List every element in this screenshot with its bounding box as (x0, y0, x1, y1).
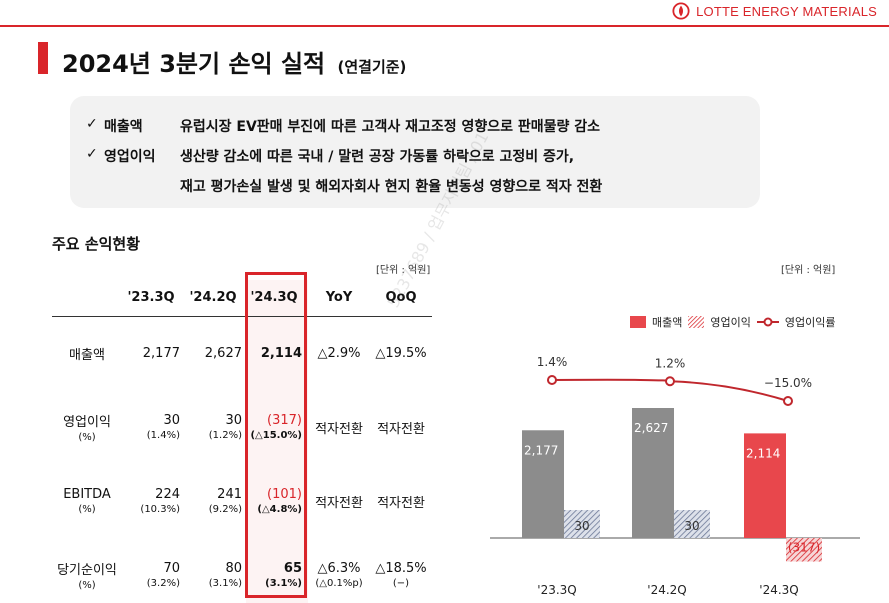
margin-label: −15.0% (764, 376, 812, 390)
page-title: 2024년 3분기 손익 실적 (연결기준) (62, 44, 406, 79)
cell: 2,177 (142, 345, 180, 361)
cell-highlight: (101) (△4.8%) (246, 464, 308, 538)
bar-op (674, 510, 710, 538)
table-row: 영업이익 (%) 30 (1.4%) 30 (1.2%) (317) (△15.0%) … (52, 390, 432, 464)
header-rule (0, 25, 889, 27)
cell-highlight: 65 (3.1%) (246, 538, 308, 603)
summary-text: 재고 평가손실 발생 및 해외자회사 현지 환율 변동성 영향으로 적자 전환 (180, 179, 603, 195)
legend-label-op: 영업이익 (710, 316, 751, 329)
table-row: 당기순이익 (%) 70 (3.2%) 80 (3.1%) 65 (3.1%) △6.3… (52, 538, 432, 603)
col-header: YoY (308, 280, 370, 317)
cell: 적자전환 (377, 421, 425, 437)
table-header-row: '23.3Q '24.2Q '24.3Q YoY QoQ (52, 280, 432, 317)
margin-label: 1.4% (537, 355, 568, 369)
margin-label: 1.2% (655, 356, 686, 370)
margin-point (547, 375, 557, 385)
cell: △6.3% (△0.1%p) (308, 538, 370, 603)
margin-point (665, 376, 675, 387)
bar-sales (744, 433, 786, 538)
summary-row-sales: ✓ 매출액 유럽시장 EV판매 부진에 따른 고객사 재고조정 영향으로 판매물… (86, 116, 600, 136)
cell: △2.9% (317, 345, 361, 361)
bar-label-sales: 2,627 (634, 421, 668, 435)
bar-label-op: 30 (684, 519, 699, 533)
legend-swatch-sales (630, 316, 646, 328)
chart-svg: 2,177 30 '23.3Q 2,627 30 '24.2Q 2,114 (317) '24.… (490, 355, 860, 597)
chart-unit: [단위 : 억원] (781, 265, 836, 276)
brand-logo: LOTTE ENERGY MATERIALS (666, 2, 879, 20)
table-unit: [단위 : 억원] (376, 265, 431, 276)
x-tick-label: '23.3Q (537, 583, 576, 597)
cell: 80 (3.1%) (184, 538, 246, 603)
cell: 적자전환 (377, 495, 425, 511)
row-label: 영업이익 (%) (63, 415, 111, 443)
x-tick-label: '24.2Q (647, 583, 686, 597)
legend-swatch-margin (756, 317, 779, 327)
bar-op (564, 510, 600, 538)
margin-point (783, 396, 793, 406)
row-label: EBITDA (%) (63, 487, 111, 515)
table-row: 매출액 2,177 2,627 2,114 △2.9% △19.5% (52, 316, 432, 390)
col-header: '23.3Q (122, 280, 184, 317)
page-title-sub: (연결기준) (337, 58, 407, 76)
col-header: QoQ (370, 280, 432, 317)
cell: 30 (1.4%) (146, 413, 180, 441)
col-header (52, 280, 122, 317)
highlight-frame (245, 272, 307, 598)
cell: 적자전환 (315, 421, 363, 437)
cell: 30 (1.2%) (208, 413, 242, 441)
row-label: 당기순이익 (%) (52, 538, 122, 603)
check-icon: ✓ (86, 146, 98, 162)
bar-label-sales: 2,114 (746, 446, 780, 460)
bar-label-op: (317) (788, 541, 820, 555)
check-icon: ✓ (86, 116, 98, 132)
bar-label-op: 30 (574, 519, 589, 533)
bar-label-sales: 2,177 (524, 443, 558, 457)
cell: △19.5% (375, 345, 427, 361)
legend-label-margin: 영업이익률 (784, 316, 836, 329)
title-accent-bar (38, 42, 48, 74)
bar-sales (522, 430, 564, 538)
summary-box: ✓ 매출액 유럽시장 EV판매 부진에 따른 고객사 재고조정 영향으로 판매물… (70, 96, 760, 208)
cell: 70 (3.2%) (122, 538, 184, 603)
legend-swatch-op (688, 316, 705, 328)
lotte-logo-icon (672, 2, 690, 20)
summary-label: 매출액 (104, 119, 143, 135)
cell-highlight: 2,114 (246, 316, 308, 390)
summary-row-op: ✓ 영업이익 생산량 감소에 따른 국내 / 말련 공장 가동률 하락으로 고정… (86, 146, 574, 166)
cell: 224 (10.3%) (140, 487, 180, 515)
table-title: 주요 손익현황 (52, 235, 141, 253)
cell-highlight: (317) (△15.0%) (246, 390, 308, 464)
col-header: '24.2Q (184, 280, 246, 317)
brand-name: LOTTE ENERGY MATERIALS (696, 3, 877, 19)
bar-sales (632, 408, 674, 538)
chart-legend: 매출액 영업이익 영업이익률 (630, 314, 835, 330)
summary-text: 유럽시장 EV판매 부진에 따른 고객사 재고조정 영향으로 판매물량 감소 (180, 119, 601, 135)
summary-text: 생산량 감소에 따른 국내 / 말련 공장 가동률 하락으로 고정비 증가, (180, 149, 575, 165)
cell: 241 (9.2%) (208, 487, 242, 515)
col-header: '24.3Q (246, 280, 308, 317)
summary-label: 영업이익 (104, 149, 156, 165)
cell: 2,627 (204, 345, 242, 361)
cell: 적자전환 (315, 495, 363, 511)
row-label: 매출액 (69, 347, 105, 363)
table-row: EBITDA (%) 224 (10.3%) 241 (9.2%) (101) (△4.… (52, 464, 432, 538)
x-tick-label: '24.3Q (759, 583, 798, 597)
legend-label-sales: 매출액 (652, 316, 683, 329)
financial-table: '23.3Q '24.2Q '24.3Q YoY QoQ 매출액 2,177 2… (52, 280, 432, 603)
page-title-main: 2024년 3분기 손익 실적 (62, 50, 326, 78)
bar-op (786, 538, 822, 562)
cell: △18.5% (−) (370, 538, 432, 603)
